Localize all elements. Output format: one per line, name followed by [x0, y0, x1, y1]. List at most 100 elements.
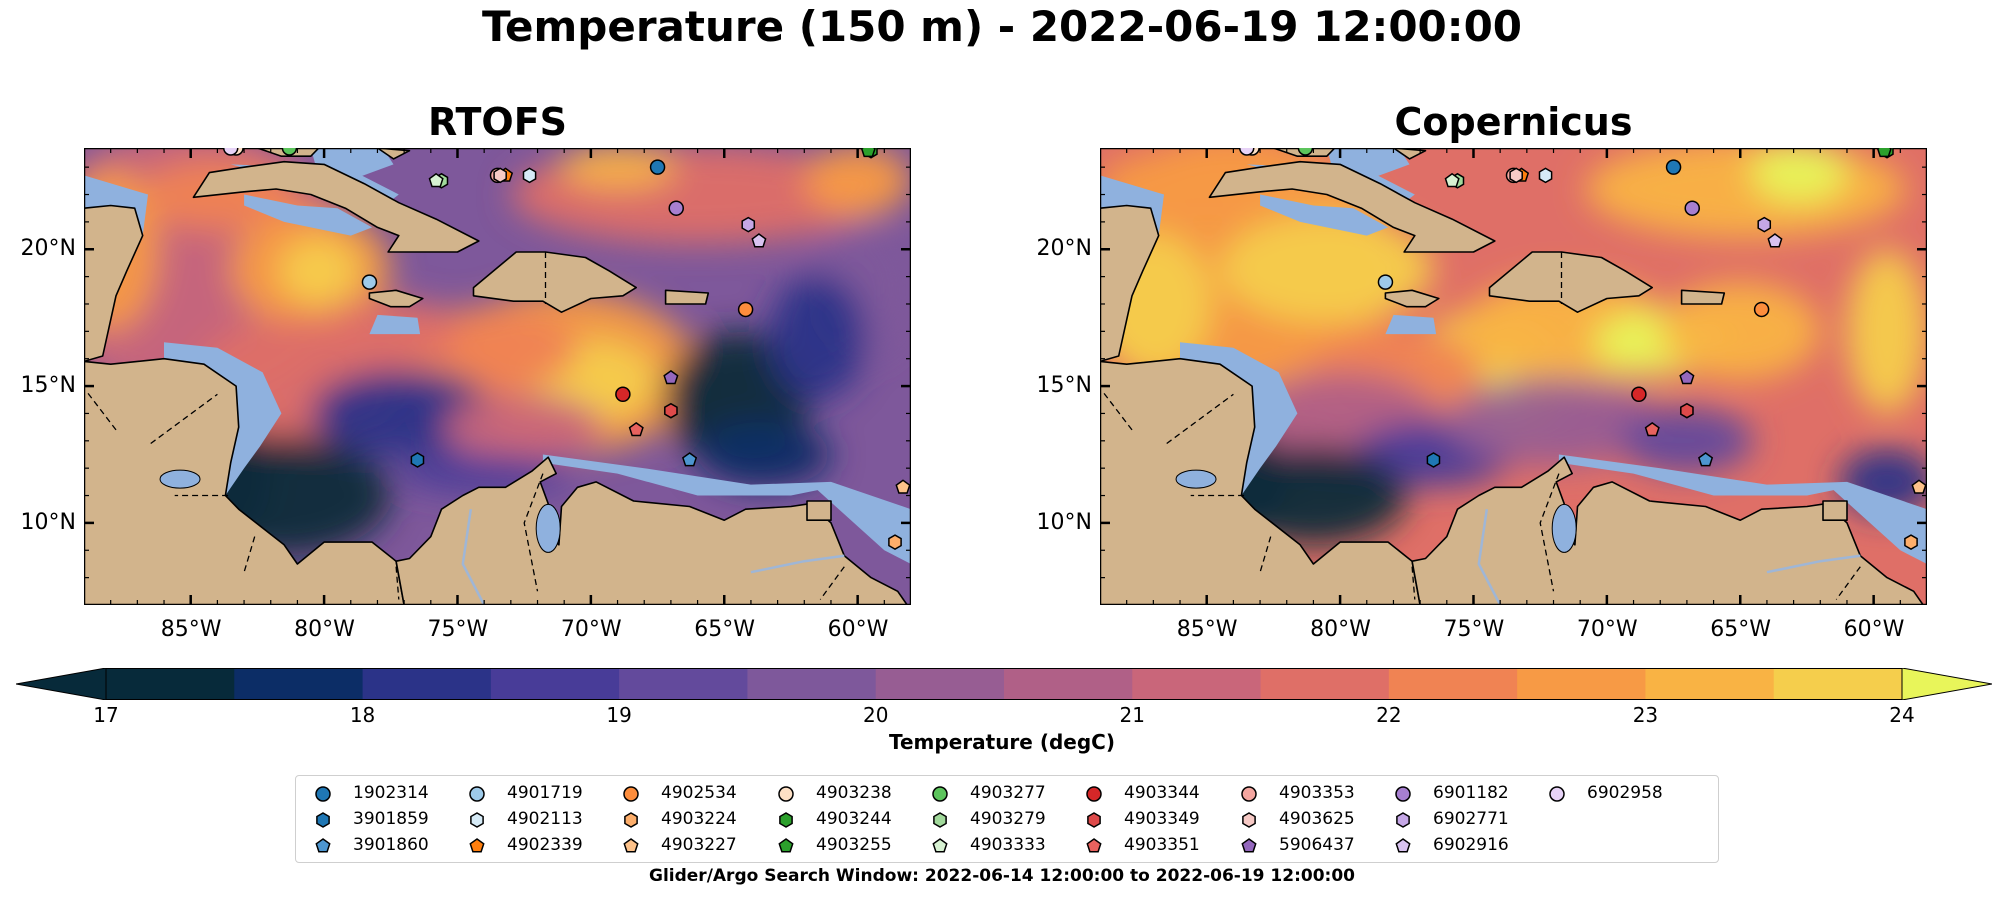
panel-title-rtofs: RTOFS	[427, 100, 568, 144]
colorbar-tick-label: 21	[1119, 703, 1145, 727]
legend-marker	[316, 812, 330, 828]
lake-nicaragua	[159, 469, 201, 489]
legend-marker	[624, 812, 638, 828]
lon-tick-label: 60°W	[827, 617, 889, 642]
lat-tick-label: 10°N	[20, 509, 76, 535]
float-marker-4903333	[1444, 172, 1460, 188]
colorbar-segment	[1004, 668, 1133, 700]
land-cuba	[192, 160, 480, 253]
border-line	[819, 566, 845, 600]
colorbar-segment	[106, 668, 235, 700]
legend-marker	[1242, 812, 1256, 828]
colorbar-frame	[105, 668, 1903, 700]
colorbar-segment	[1132, 668, 1262, 700]
temperature-field	[558, 148, 677, 190]
lon-tick-label: 85°W	[1176, 617, 1238, 642]
float-marker-3901859	[410, 452, 425, 468]
river-line	[750, 554, 845, 574]
legend-marker-4903224	[624, 812, 638, 828]
legend-label: 4903351	[1124, 835, 1200, 855]
float-marker-4903349	[1680, 402, 1694, 419]
lon-tick-label: 80°W	[1310, 617, 1371, 642]
legend-label: 6902771	[1433, 809, 1509, 829]
legend-marker	[1241, 838, 1257, 853]
land-jamaica	[1384, 289, 1440, 308]
legend-marker-4903277	[932, 786, 948, 802]
land-bahamas	[376, 148, 411, 160]
legend-marker	[1396, 812, 1410, 828]
temperature-field	[697, 421, 831, 488]
float-marker-4903625	[1509, 167, 1523, 184]
legend-label: 4903344	[1124, 783, 1200, 803]
float-marker-4901719	[361, 274, 378, 290]
legend-marker-4903349	[1087, 812, 1101, 828]
float-marker-4903277	[281, 148, 298, 156]
temperature-field	[1446, 377, 1661, 466]
legend-label: 6901182	[1433, 783, 1509, 803]
panel-title-copernicus: Copernicus	[1394, 100, 1633, 144]
float-marker-4903344	[615, 386, 631, 403]
legend-marker	[778, 838, 794, 853]
float-marker-4902113	[1538, 167, 1553, 184]
colorbar-segment	[1645, 668, 1775, 700]
colorbar-label: Temperature (degC)	[889, 730, 1115, 754]
float-marker-6902916	[751, 233, 767, 248]
border-line	[1259, 536, 1272, 573]
border-line	[1102, 391, 1133, 431]
lake-nicaragua	[1175, 469, 1217, 489]
legend-marker	[469, 786, 485, 802]
float-marker-4902534	[737, 301, 754, 318]
map-panel-rtofs	[84, 148, 911, 605]
legend-marker-4903351	[1086, 838, 1102, 853]
legend-label: 3901859	[353, 809, 429, 829]
legend-marker-4901719	[469, 786, 485, 802]
legend-marker-4903353	[1241, 786, 1257, 802]
shelf-pedro	[369, 314, 421, 335]
legend-marker-4903625	[1242, 812, 1256, 828]
legend-label: 6902916	[1433, 835, 1509, 855]
float-marker-4902113	[522, 167, 537, 184]
temperature-field	[1660, 282, 1821, 381]
float-marker-5906437	[663, 369, 679, 385]
legend-label: 4903353	[1279, 783, 1355, 803]
colorbar-segment	[1773, 668, 1903, 700]
colorbar-segment	[747, 668, 877, 700]
temperature-field	[804, 148, 911, 217]
float-marker-4903344	[1631, 386, 1647, 403]
lon-tick-label: 85°W	[160, 617, 222, 642]
legend-marker	[470, 812, 484, 828]
float-marker-6902771	[1757, 216, 1772, 233]
river-line	[461, 509, 486, 605]
colorbar-tick-label: 22	[1376, 703, 1402, 727]
float-marker-4902534	[1753, 301, 1770, 318]
float-marker-4903224	[888, 534, 902, 550]
lon-tick-label: 80°W	[294, 617, 355, 642]
colorbar-min-extend	[16, 668, 107, 700]
colorbar-segment	[619, 668, 748, 700]
legend-label: 4903255	[816, 835, 892, 855]
legend-marker	[779, 812, 793, 828]
temperature-field	[1750, 148, 1847, 203]
legend-marker-4903279	[933, 812, 947, 828]
colorbar-segment	[490, 668, 620, 700]
main-title: Temperature (150 m) - 2022-06-19 12:00:0…	[481, 2, 1523, 51]
float-marker-3901860	[682, 452, 698, 467]
lake-maracaibo	[535, 503, 561, 553]
float-marker-4903255	[860, 148, 876, 158]
map-frame	[1100, 148, 1927, 605]
legend-marker	[315, 838, 331, 853]
border-line	[1835, 566, 1861, 600]
temperature-field	[1846, 249, 1927, 414]
legend-label: 4902113	[507, 809, 583, 829]
legend-label: 4903277	[970, 783, 1046, 803]
legend-label: 4903279	[970, 809, 1046, 829]
temperature-field	[444, 394, 605, 460]
lake-maracaibo	[1551, 503, 1577, 553]
shelf-venezuela	[1558, 454, 1927, 564]
lon-tick-label: 75°W	[427, 617, 489, 642]
legend-marker-4903333	[932, 838, 948, 853]
land-yucatan	[1100, 204, 1160, 363]
float-marker-6902958	[1238, 148, 1255, 156]
legend-marker	[1395, 838, 1411, 853]
land-jamaica	[368, 289, 424, 308]
